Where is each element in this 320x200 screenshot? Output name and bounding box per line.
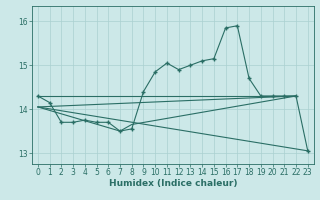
X-axis label: Humidex (Indice chaleur): Humidex (Indice chaleur) bbox=[108, 179, 237, 188]
